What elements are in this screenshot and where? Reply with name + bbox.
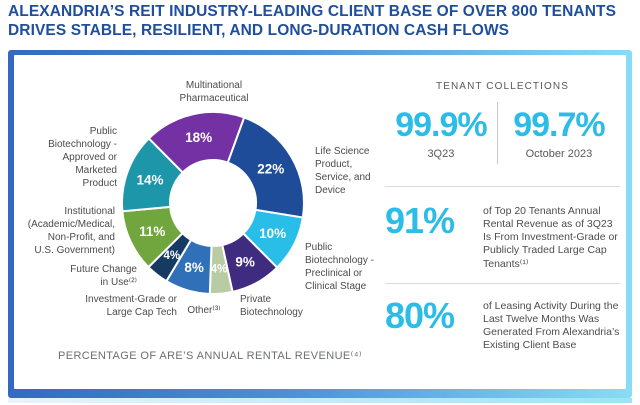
donut-segment [147, 111, 246, 174]
donut-segment-value: 8% [184, 260, 204, 275]
bottom-accent-strip [8, 398, 632, 403]
callout-other: Other⁽³⁾ [187, 305, 221, 316]
stats-panel: TENANT COLLECTIONS 99.9% 3Q23 99.7% Octo… [385, 81, 620, 352]
callout-future-change-in-use: Future Change in Use⁽²⁾ [70, 264, 137, 288]
leasing-activity-stat: 80% of Leasing Activity During the Last … [385, 294, 620, 353]
callout-multinational-pharmaceutical: Multinational Pharmaceutical [179, 80, 249, 104]
collection-value: 99.9% [395, 106, 487, 144]
callout-institutional: Institutional (Academic/Medical, Non-Pro… [27, 206, 115, 256]
stat-value: 91% [385, 200, 455, 241]
page-title: ALEXANDRIA’S REIT INDUSTRY-LEADING CLIEN… [8, 3, 617, 39]
collection-caption: October 2023 [525, 148, 593, 160]
donut-segment-value: 4% [163, 250, 180, 262]
client-base-card-border: 22% 10% 9% 4% 8% 4% 11% 14% 18% Multinational Ph… [8, 50, 632, 398]
collection-caption: 3Q23 [427, 148, 455, 160]
stat-description: of Leasing Activity During the Last Twel… [483, 299, 620, 351]
chart-caption: PERCENTAGE OF ARE’S ANNUAL RENTAL REVENU… [57, 350, 362, 362]
stat-value: 80% [385, 294, 455, 336]
divider [385, 186, 620, 187]
donut-segment-value: 9% [235, 254, 255, 269]
rental-revenue-chart-panel: 22% 10% 9% 4% 8% 4% 11% 14% 18% Multinational Ph… [14, 55, 406, 389]
donut-segment-value: 18% [185, 130, 212, 145]
stat-description: of Top 20 Tenants Annual Rental Revenue … [483, 205, 618, 270]
callout-public-biotech-approved: Public Biotechnology - Approved or Marke… [48, 126, 117, 189]
donut-segment-value: 4% [211, 264, 228, 276]
donut-segment-value: 22% [257, 162, 284, 177]
donut-segment-value: 11% [139, 224, 165, 239]
collection-stat-october-2023: 99.7% October 2023 [498, 102, 620, 160]
top20-tenants-stat: 91% of Top 20 Tenants Annual Rental Reve… [385, 203, 620, 271]
callout-public-biotech-preclinical: Public Biotechnology - Preclinical or Cl… [305, 242, 374, 292]
tenant-collections-row: 99.9% 3Q23 99.7% October 2023 [385, 102, 620, 164]
donut-segment-value: 14% [136, 173, 163, 188]
divider [385, 282, 620, 284]
callout-investment-grade-large-cap-tech: Investment-Grade or Large Cap Tech [85, 294, 177, 318]
donut-segment [226, 116, 305, 219]
tenant-collections-heading: TENANT COLLECTIONS [436, 81, 569, 92]
callout-private-biotechnology: Private Biotechnology [240, 294, 303, 318]
donut-segment-value: 10% [259, 226, 286, 241]
collection-stat-3q23: 99.9% 3Q23 [385, 102, 498, 164]
donut-chart: 22% 10% 9% 4% 8% 4% 11% 14% 18% [121, 111, 305, 295]
client-base-card: 22% 10% 9% 4% 8% 4% 11% 14% 18% Multinational Ph… [14, 55, 626, 389]
callout-life-science-product-service-device: Life Science Product, Service, and Devic… [315, 146, 371, 196]
collection-value: 99.7% [513, 106, 605, 144]
